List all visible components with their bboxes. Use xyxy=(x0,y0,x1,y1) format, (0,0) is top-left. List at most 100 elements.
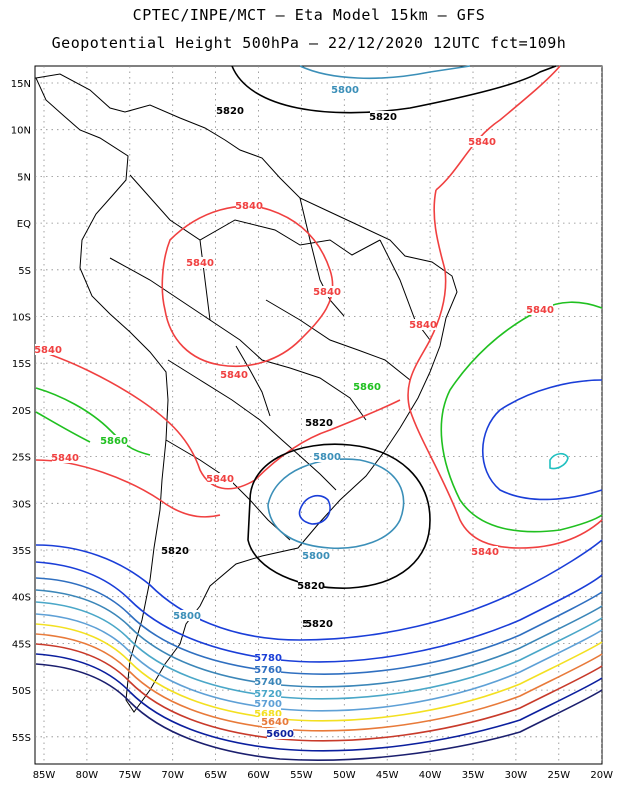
lon-label: 85W xyxy=(33,770,56,781)
contour-label: 5860 xyxy=(353,382,381,393)
contour-label: 5800 xyxy=(331,85,359,96)
map-subtitle: Geopotential Height 500hPa – 22/12/2020 … xyxy=(51,34,567,52)
contour-label: 5820 xyxy=(161,546,189,557)
contour-label: 5860 xyxy=(100,436,128,447)
lat-label: 40S xyxy=(12,593,31,604)
contour-label-bg xyxy=(314,286,340,297)
lon-label: 70W xyxy=(161,770,184,781)
lon-label: 20W xyxy=(590,770,613,781)
contour-label: 5820 xyxy=(216,106,244,117)
lon-label: 25W xyxy=(547,770,570,781)
lat-label: 15N xyxy=(11,79,31,90)
lat-label: 30S xyxy=(12,499,31,510)
lat-label: 35S xyxy=(12,546,31,557)
contour-label: 5680 xyxy=(254,709,282,720)
contour-label-bg xyxy=(217,105,243,116)
contour-label-bg xyxy=(469,136,495,147)
contour-label: 5820 xyxy=(297,581,325,592)
contour-label: 5800 xyxy=(173,611,201,622)
contour-label: 5600 xyxy=(266,729,294,740)
lon-label: 40W xyxy=(419,770,442,781)
contour-label: 5720 xyxy=(254,689,282,700)
contour-label: 5840 xyxy=(220,370,248,381)
lat-label: 15S xyxy=(12,359,31,370)
contour-label-bg xyxy=(267,728,293,739)
contour-label-bg xyxy=(255,676,281,687)
contour-label-bg xyxy=(236,200,262,211)
contour-label-bg xyxy=(255,688,281,699)
lon-label: 55W xyxy=(290,770,313,781)
lon-label: 65W xyxy=(204,770,227,781)
longitude-labels: 85W 80W 75W 70W 65W 60W 55W 50W 45W 40W 35W 30W 25W 2… xyxy=(33,770,613,781)
lat-label: 55S xyxy=(12,733,31,744)
contour-label: 5820 xyxy=(369,112,397,123)
contour-label: 5840 xyxy=(526,305,554,316)
contour-label: 5820 xyxy=(305,619,333,630)
contour-label-bg xyxy=(303,550,329,561)
lat-label: 10S xyxy=(12,313,31,324)
contour-label: 5840 xyxy=(471,547,499,558)
contour-label: 5840 xyxy=(409,320,437,331)
contour-lines xyxy=(35,65,603,761)
contour-label-bg xyxy=(370,111,396,122)
graticule xyxy=(35,66,603,764)
contour-label: 5840 xyxy=(206,474,234,485)
lon-label: 60W xyxy=(247,770,270,781)
lat-label: 10N xyxy=(11,126,31,137)
contour-label-bg xyxy=(262,716,288,727)
contour-label-bg xyxy=(221,369,247,380)
contour-label: 5840 xyxy=(235,201,263,212)
contour-label: 5640 xyxy=(261,717,289,728)
lat-label: 5N xyxy=(17,172,31,183)
map-frame xyxy=(34,65,603,765)
contour-label-bg xyxy=(255,708,281,719)
contour-label-bg xyxy=(332,84,358,95)
contour-label: 5840 xyxy=(468,137,496,148)
lat-label: 5S xyxy=(18,266,31,277)
contour-label-bg xyxy=(207,473,233,484)
contour-label: 5840 xyxy=(313,287,341,298)
contour-label: 5840 xyxy=(34,345,62,356)
contour-label-bg xyxy=(306,618,332,629)
lat-label: 25S xyxy=(12,453,31,464)
lon-label: 75W xyxy=(118,770,141,781)
contour-label: 5800 xyxy=(302,551,330,562)
lon-label: 80W xyxy=(76,770,99,781)
contour-label-bg xyxy=(255,652,281,663)
contour-label-bg xyxy=(187,257,213,268)
map-title: CPTEC/INPE/MCT – Eta Model 15km – GFS xyxy=(132,6,486,24)
lon-label: 45W xyxy=(376,770,399,781)
latitude-labels: 15N 10N 5N EQ 5S 10S 15S 20S 25S 30S 35S 40S 45S 50S 5… xyxy=(11,79,31,744)
contour-label: 5840 xyxy=(51,453,79,464)
lat-label: 20S xyxy=(12,406,31,417)
lat-label: 50S xyxy=(12,686,31,697)
contour-label: 5840 xyxy=(186,258,214,269)
lat-label: EQ xyxy=(17,219,31,230)
contour-label: 5760 xyxy=(254,665,282,676)
contour-label: 5820 xyxy=(305,418,333,429)
contour-label-bg xyxy=(527,304,553,315)
lon-label: 30W xyxy=(505,770,528,781)
contour-label-bg xyxy=(255,664,281,675)
contour-value-labels: 5800 5820 5820 5840 5840 5840 5840 5840 5840 5840… xyxy=(34,84,554,740)
contour-label-bg xyxy=(162,545,188,556)
contour-label-bg xyxy=(35,344,61,355)
lon-label: 35W xyxy=(462,770,485,781)
contour-label: 5780 xyxy=(254,653,282,664)
contour-label: 5700 xyxy=(254,699,282,710)
coastline xyxy=(35,73,458,713)
contour-label-bg xyxy=(298,580,324,591)
contour-label-bg xyxy=(101,435,127,446)
contour-label-bg xyxy=(174,610,200,621)
contour-label-bg xyxy=(255,698,281,709)
contour-label-bg xyxy=(52,452,78,463)
contour-label: 5800 xyxy=(313,452,341,463)
contour-label-bg xyxy=(306,417,332,428)
contour-label: 5740 xyxy=(254,677,282,688)
lat-label: 45S xyxy=(12,639,31,650)
contour-label-bg xyxy=(354,381,380,392)
lon-label: 50W xyxy=(333,770,356,781)
contour-label-bg xyxy=(314,451,340,462)
contour-label-bg xyxy=(472,546,498,557)
